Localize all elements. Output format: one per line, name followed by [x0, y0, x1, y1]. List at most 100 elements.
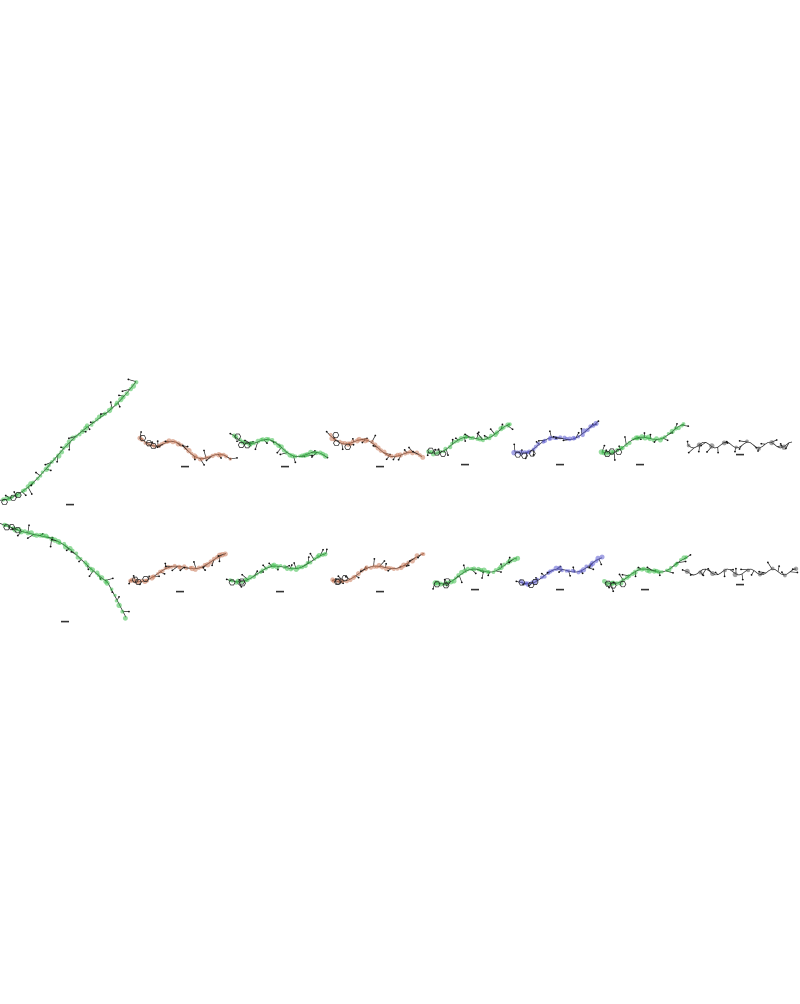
- heteroatom: [740, 568, 742, 570]
- heteroatom: [204, 569, 206, 571]
- heteroatom: [409, 560, 411, 562]
- heteroatom: [30, 485, 32, 487]
- residue-atom: [308, 560, 312, 564]
- residue-atom: [116, 603, 121, 608]
- heteroatom: [698, 451, 700, 453]
- heteroatom: [78, 561, 80, 563]
- ring: [334, 441, 340, 446]
- residue-atom: [682, 422, 686, 426]
- residue-atom: [291, 567, 294, 570]
- heteroatom: [219, 560, 221, 562]
- heteroatom: [484, 435, 486, 437]
- residue-atom: [351, 439, 355, 443]
- heteroatom: [654, 441, 656, 443]
- residue-atom: [31, 481, 35, 485]
- structure-label-mark: [736, 454, 744, 456]
- residue-atom: [508, 422, 512, 426]
- heteroatom: [122, 390, 124, 392]
- residue-atom: [261, 568, 265, 572]
- residue-atom: [50, 460, 54, 464]
- heteroatom: [659, 574, 661, 576]
- mol-bottom-3: [226, 549, 328, 593]
- heteroatom: [279, 454, 281, 456]
- heteroatom: [165, 565, 167, 567]
- heteroatom: [608, 587, 610, 589]
- heteroatom: [236, 440, 238, 442]
- structure-label-mark: [276, 591, 284, 593]
- heteroatom: [461, 581, 463, 583]
- heteroatom: [179, 569, 181, 571]
- structure-label-mark: [376, 591, 384, 593]
- residue-atom: [534, 445, 538, 449]
- heteroatom: [582, 572, 584, 574]
- row-bottom: [0, 522, 798, 623]
- structure-label-mark: [461, 464, 469, 466]
- residue-atom: [366, 438, 370, 442]
- heteroatom: [513, 443, 515, 445]
- residue-atom: [471, 436, 475, 440]
- residue-atom: [735, 446, 738, 449]
- heteroatom: [760, 443, 762, 445]
- heteroatom: [592, 568, 594, 570]
- heteroatom: [603, 445, 605, 447]
- heteroatom: [619, 574, 621, 576]
- heteroatom: [490, 428, 492, 430]
- heteroatom: [164, 563, 166, 565]
- heteroatom: [5, 495, 7, 497]
- heteroatom: [236, 457, 238, 459]
- heteroatom: [50, 470, 52, 472]
- heteroatom: [268, 562, 270, 564]
- structure-label-mark: [641, 589, 649, 591]
- residue-atom: [723, 569, 727, 573]
- residue-atom: [329, 433, 333, 437]
- heteroatom: [563, 439, 565, 441]
- heteroatom: [398, 459, 400, 461]
- residue-atom: [270, 438, 274, 442]
- heteroatom: [758, 571, 760, 573]
- residue-atom: [36, 477, 40, 481]
- residue-atom: [567, 569, 570, 572]
- heteroatom: [612, 590, 614, 592]
- residue-atom: [698, 570, 702, 574]
- residue-atom: [756, 446, 760, 450]
- heteroatom: [326, 431, 328, 433]
- residue-atom: [667, 432, 670, 435]
- heteroatom: [509, 557, 511, 559]
- residue-atom: [365, 565, 369, 569]
- heteroatom: [706, 451, 708, 453]
- heteroatom: [384, 560, 386, 562]
- heteroatom: [464, 434, 466, 436]
- heteroatom: [171, 570, 173, 572]
- residue-atom: [392, 567, 396, 571]
- residue-atom: [584, 564, 588, 568]
- heteroatom: [690, 574, 692, 576]
- side-bond: [614, 452, 615, 460]
- heteroatom: [614, 459, 616, 461]
- residue-atom: [224, 454, 228, 458]
- residue-atom: [663, 435, 667, 439]
- heteroatom: [128, 583, 130, 585]
- residue-atom: [758, 572, 762, 576]
- heteroatom: [635, 575, 637, 577]
- residue-atom: [515, 556, 520, 561]
- heteroatom: [240, 586, 242, 588]
- residue-atom: [255, 572, 258, 575]
- residue-atom: [223, 551, 228, 556]
- heteroatom: [739, 440, 741, 442]
- residue-atom: [783, 574, 787, 578]
- heteroatom: [119, 406, 121, 408]
- heteroatom: [229, 433, 231, 435]
- heteroatom: [100, 413, 102, 415]
- heteroatom: [455, 437, 457, 439]
- heteroatom: [373, 558, 375, 560]
- heteroatom: [90, 421, 92, 423]
- residue-atom: [79, 557, 82, 560]
- mol-top-1: [0, 379, 138, 506]
- heteroatom: [342, 448, 344, 450]
- residue-atom: [573, 570, 576, 573]
- heteroatom: [553, 436, 555, 438]
- heteroatom: [288, 565, 290, 567]
- residue-atom: [536, 442, 540, 446]
- structure-label-mark: [376, 466, 384, 468]
- residue-atom: [121, 395, 126, 400]
